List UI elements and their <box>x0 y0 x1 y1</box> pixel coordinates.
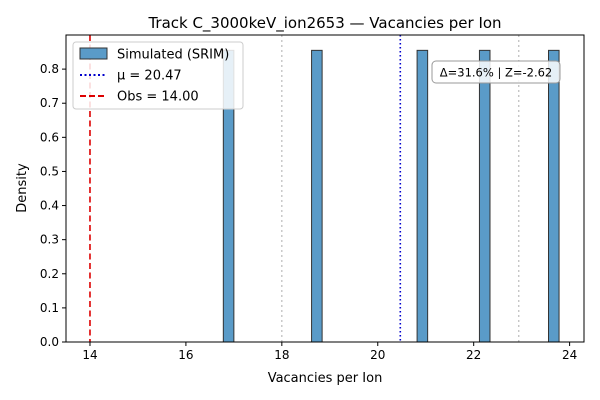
legend-mean-label: μ = 20.47 <box>117 69 182 84</box>
y-tick-label: 0.7 <box>40 96 59 110</box>
legend-obs-label: Obs = 14.00 <box>117 90 199 105</box>
legend-hist-label: Simulated (SRIM) <box>117 48 229 63</box>
x-tick-label: 18 <box>274 348 289 362</box>
y-tick-label: 0.0 <box>40 335 59 349</box>
histogram-bar <box>416 49 429 343</box>
legend-box <box>72 41 244 110</box>
x-tick-label: 22 <box>466 348 481 362</box>
y-tick-label: 0.6 <box>40 130 59 144</box>
y-tick-label: 0.2 <box>40 267 59 281</box>
legend-hist-swatch <box>79 47 108 60</box>
legend: Simulated (SRIM) μ = 20.47 Obs = 14.00 <box>72 41 244 110</box>
y-tick-label: 0.1 <box>40 301 59 315</box>
y-axis-label: Density <box>15 163 30 213</box>
stats-annotation: Δ=31.6% | Z=-2.62 <box>431 60 561 84</box>
x-tick-label: 14 <box>82 348 97 362</box>
y-tick-label: 0.5 <box>40 164 59 178</box>
x-axis-label: Vacancies per Ion <box>268 371 383 386</box>
chart-title: Track C_3000keV_ion2653 — Vacancies per … <box>147 14 501 33</box>
y-tick-label: 0.4 <box>40 199 59 213</box>
histogram-bar <box>311 49 323 343</box>
plot-frame <box>65 34 585 343</box>
x-tick-label: 20 <box>370 348 385 362</box>
stats-annotation-text: Δ=31.6% | Z=-2.62 <box>440 66 553 80</box>
y-tick-label: 0.3 <box>40 233 59 247</box>
histogram-bar <box>548 49 560 343</box>
x-tick-label: 16 <box>178 348 193 362</box>
stats-annotation-box <box>431 60 561 84</box>
y-tick-label: 0.8 <box>40 62 59 76</box>
x-tick-label: 24 <box>562 348 577 362</box>
histogram-bar <box>478 49 491 343</box>
